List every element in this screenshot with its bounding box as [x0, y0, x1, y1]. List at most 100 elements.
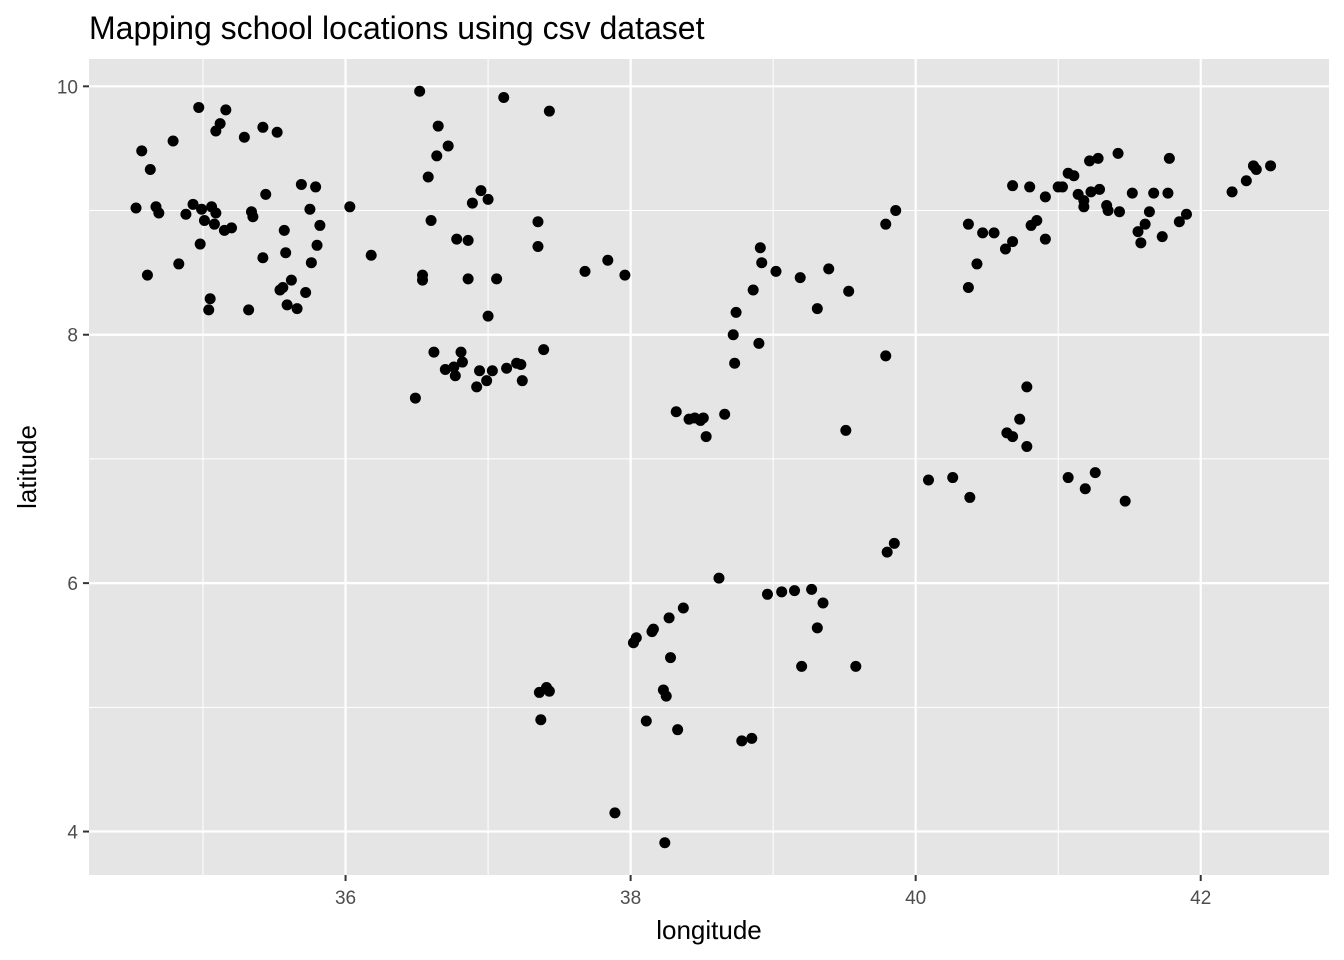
data-point — [640, 715, 652, 727]
x-axis-ticks: 36 38 40 42 — [335, 875, 1211, 909]
data-point — [422, 171, 434, 183]
data-point — [314, 219, 326, 231]
data-point — [977, 227, 989, 239]
data-point — [194, 238, 206, 250]
data-point — [310, 181, 322, 193]
data-point — [180, 208, 192, 220]
data-point — [538, 344, 550, 356]
major-gridlines — [89, 59, 1329, 875]
data-point — [1056, 181, 1068, 193]
chart-title: Mapping school locations using csv datas… — [89, 10, 705, 46]
data-point — [1092, 152, 1104, 164]
data-point — [971, 258, 983, 270]
data-point — [1007, 431, 1019, 443]
data-point — [257, 252, 269, 264]
data-point — [1085, 186, 1097, 198]
data-point — [770, 265, 782, 277]
data-point — [462, 234, 474, 246]
data-point — [1163, 152, 1175, 164]
data-point — [409, 392, 421, 404]
data-point — [697, 412, 709, 424]
data-point — [1139, 218, 1151, 230]
data-point — [474, 365, 486, 377]
data-point — [365, 249, 377, 261]
data-point — [947, 472, 959, 484]
data-point — [729, 357, 741, 369]
data-point — [1007, 180, 1019, 192]
data-point — [442, 140, 454, 152]
data-point — [999, 243, 1011, 255]
data-point — [630, 632, 642, 644]
data-point — [602, 254, 614, 266]
data-point — [247, 211, 259, 223]
data-point — [1094, 183, 1106, 195]
data-point — [1007, 236, 1019, 248]
data-point — [1226, 186, 1238, 198]
data-point — [754, 242, 766, 254]
data-point — [1240, 175, 1252, 187]
data-point — [1102, 205, 1114, 217]
data-point — [238, 131, 250, 143]
data-point — [850, 660, 862, 672]
data-point — [806, 583, 818, 595]
data-point — [1014, 413, 1026, 425]
data-point — [746, 732, 758, 744]
data-point — [811, 622, 823, 634]
data-point — [291, 303, 303, 315]
data-point — [796, 660, 808, 672]
data-point — [1173, 216, 1185, 228]
data-point — [455, 346, 467, 358]
data-point — [448, 361, 460, 373]
data-point — [665, 652, 677, 664]
data-point — [417, 274, 429, 286]
data-point — [823, 263, 835, 275]
data-point — [456, 356, 468, 368]
data-point — [214, 118, 226, 130]
data-point — [579, 265, 591, 277]
data-point — [260, 188, 272, 200]
data-point — [431, 150, 443, 162]
data-point — [144, 164, 156, 176]
data-point — [727, 329, 739, 341]
data-point — [1135, 237, 1147, 249]
data-point — [840, 424, 852, 436]
data-point — [1062, 472, 1074, 484]
data-point — [136, 145, 148, 157]
data-point — [647, 623, 659, 635]
data-point — [516, 375, 528, 387]
data-point — [1021, 441, 1033, 453]
data-point — [700, 431, 712, 443]
data-point — [481, 375, 493, 387]
data-point — [756, 257, 768, 269]
data-point — [1113, 206, 1125, 218]
data-point — [1021, 381, 1033, 393]
data-point — [535, 714, 547, 726]
y-tick-label: 8 — [67, 326, 78, 347]
data-point — [794, 272, 806, 284]
data-point — [761, 588, 773, 600]
data-point — [922, 474, 934, 486]
data-point — [1084, 155, 1096, 167]
data-point — [747, 284, 759, 296]
data-point — [888, 537, 900, 549]
data-point — [730, 306, 742, 318]
data-point — [193, 101, 205, 113]
data-point — [1265, 160, 1277, 172]
data-point — [1039, 233, 1051, 245]
data-point — [1143, 206, 1155, 218]
data-point — [811, 303, 823, 315]
data-point — [486, 365, 498, 377]
data-points — [130, 85, 1277, 849]
data-point — [257, 121, 269, 133]
data-point — [532, 216, 544, 228]
data-point — [776, 586, 788, 598]
x-axis-label: longitude — [656, 915, 762, 945]
data-point — [663, 612, 675, 624]
data-point — [471, 381, 483, 393]
data-point — [305, 257, 317, 269]
data-point — [1024, 181, 1036, 193]
data-point — [153, 207, 165, 219]
y-axis-ticks: 4 6 8 10 — [57, 77, 89, 844]
data-point — [1078, 201, 1090, 213]
